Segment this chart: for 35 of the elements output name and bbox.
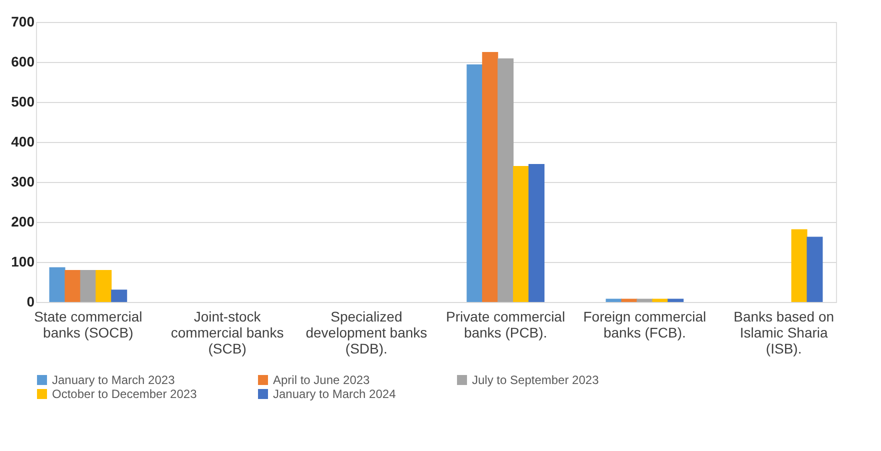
bar [498, 58, 514, 302]
y-tick-label: 700 [11, 14, 35, 30]
bar [96, 270, 112, 302]
y-tick-label: 100 [11, 254, 35, 270]
bar [111, 290, 128, 302]
legend-label: April to June 2023 [273, 373, 370, 387]
bar [513, 166, 530, 302]
bar [80, 270, 96, 302]
legend-label: January to March 2024 [273, 387, 396, 401]
bar [482, 52, 498, 302]
bar [652, 298, 668, 302]
legend-label: October to December 2023 [52, 387, 198, 401]
bar [466, 64, 483, 302]
bar [791, 229, 808, 302]
y-tick-label: 300 [11, 174, 35, 190]
bar [49, 267, 66, 302]
bar [64, 270, 81, 302]
x-tick-label: Joint-stock commercial banks (SCB) [170, 308, 284, 356]
legend-label: January to March 2023 [52, 373, 176, 387]
y-tick-label: 400 [11, 134, 35, 150]
x-tick-label: State commercial banks (SOCB) [34, 308, 142, 340]
bar [528, 164, 544, 302]
bar [668, 298, 684, 302]
y-tick-label: 500 [11, 94, 35, 110]
bar [636, 298, 653, 302]
y-tick-label: 600 [11, 54, 35, 70]
legend-label: July to September 2023 [472, 373, 600, 387]
y-tick-label: 0 [26, 294, 35, 310]
x-tick-label: Banks based on Islamic Sharia (ISB). [734, 308, 834, 356]
x-tick-label: Private commercial banks (PCB). [446, 308, 566, 340]
bar [621, 298, 638, 302]
x-tick-label: Foreign commercial banks (FCB). [583, 308, 706, 340]
bar [806, 236, 823, 302]
y-tick-label: 200 [11, 214, 35, 230]
x-tick-label: Specialized development banks (SDB). [306, 308, 428, 356]
